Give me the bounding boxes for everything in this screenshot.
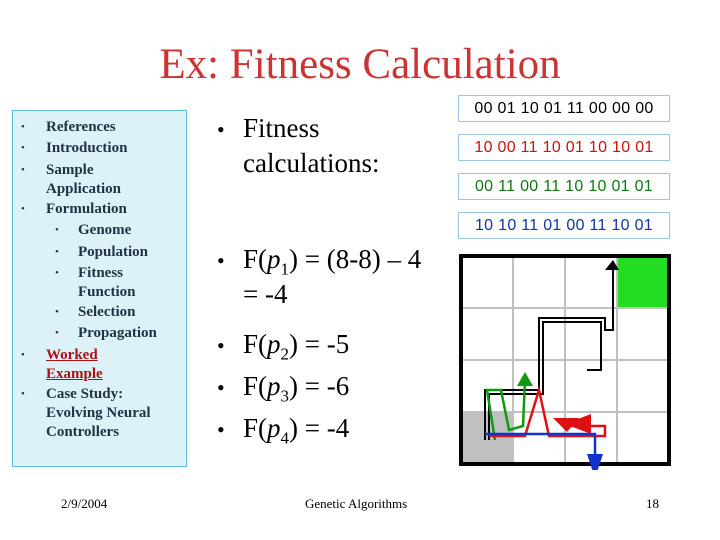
fitness-p1-result: = -4: [243, 279, 288, 309]
fitness-p3: F(p3) = -6: [243, 371, 349, 411]
start-cell: [461, 412, 513, 464]
formula-text: ) = -6: [289, 371, 350, 401]
footer-title: Genetic Algorithms: [305, 496, 408, 511]
path-p3: [485, 379, 527, 441]
bullet-icon: •: [217, 248, 225, 273]
formula-var: p: [267, 244, 281, 274]
footer-date: 2/9/2004: [61, 496, 108, 511]
sidebar-item-sample-application[interactable]: Sample Application: [46, 162, 122, 197]
bullet-icon: •: [55, 306, 59, 318]
sidebar-item-worked-example[interactable]: Worked Example: [46, 347, 103, 382]
sidebar-item-references[interactable]: References: [46, 119, 116, 135]
formula-var: p: [267, 413, 281, 443]
arrow-p3: [517, 372, 533, 386]
fitness-p2: F(p2) = -5: [243, 329, 349, 369]
sidebar-item-propagation[interactable]: Propagation: [78, 325, 157, 341]
formula-var: p: [267, 371, 281, 401]
formula-text: ) = (8-8) – 4: [289, 244, 422, 274]
path-p4: [485, 432, 597, 454]
path-p1: [484, 262, 614, 440]
formula-text: F(: [243, 413, 268, 443]
goal-cell: [617, 256, 669, 308]
bullet-icon: •: [21, 164, 25, 176]
formula-text: ) = -4: [289, 413, 350, 443]
bullet-icon: •: [21, 388, 25, 400]
bullet-icon: •: [217, 375, 225, 400]
formula-sub: 4: [280, 428, 290, 448]
bullet-icon: •: [217, 417, 225, 442]
genome-string-p1: 00 01 10 01 11 00 00 00: [458, 95, 670, 122]
formula-text: F(: [243, 371, 268, 401]
sidebar-item-genome[interactable]: Genome: [78, 222, 132, 238]
path-p2: [489, 385, 607, 438]
sidebar-item-population[interactable]: Population: [78, 244, 149, 260]
sidebar-item-fitness-function[interactable]: Fitness Function: [78, 265, 136, 300]
grid-border: [459, 254, 671, 466]
bullet-icon: •: [21, 142, 25, 154]
path-grid-diagram: [459, 254, 671, 470]
fitness-p1: F(p1) = (8-8) – 4: [243, 244, 421, 284]
heading-line-2: calculations:: [243, 148, 380, 178]
sidebar-item-introduction[interactable]: Introduction: [46, 140, 128, 156]
sidebar-item-case-study[interactable]: Case Study: Evolving Neural Controllers: [46, 386, 151, 440]
bullet-icon: •: [55, 267, 59, 279]
formula-sub: 2: [280, 344, 290, 364]
formula-text: F(: [243, 244, 268, 274]
arrow-p2-head: [565, 414, 591, 434]
bullet-icon: •: [55, 327, 59, 339]
formula-sub: 1: [280, 259, 290, 279]
path-p1-alt: [488, 321, 602, 440]
arrow-p4: [587, 454, 603, 470]
bullet-icon: •: [55, 224, 59, 236]
heading-line-1: Fitness: [243, 113, 320, 143]
bullet-icon: •: [217, 117, 225, 142]
formula-text: F(: [243, 329, 268, 359]
formula-sub: 3: [280, 386, 290, 406]
bullet-icon: •: [21, 349, 25, 361]
sidebar-item-formulation[interactable]: Formulation: [46, 201, 127, 217]
bullet-icon: •: [55, 246, 59, 258]
arrow-p1: [605, 260, 619, 270]
formula-text: ) = -5: [289, 329, 350, 359]
formula-var: p: [267, 329, 281, 359]
slide-number: 18: [646, 496, 659, 511]
bullet-icon: •: [21, 121, 25, 133]
genome-string-p2: 10 00 11 10 01 10 10 01: [458, 134, 670, 161]
slide-title: Ex: Fitness Calculation: [159, 41, 561, 88]
genome-string-p3: 00 11 00 11 10 10 01 01: [458, 173, 670, 200]
bullet-icon: •: [21, 203, 25, 215]
bullet-icon: •: [217, 333, 225, 358]
genome-string-p4: 10 10 11 01 00 11 10 01: [458, 212, 670, 239]
sidebar-outline: • References • Introduction • Sample App…: [12, 110, 187, 467]
fitness-p4: F(p4) = -4: [243, 413, 349, 453]
sidebar-item-selection[interactable]: Selection: [78, 304, 136, 320]
